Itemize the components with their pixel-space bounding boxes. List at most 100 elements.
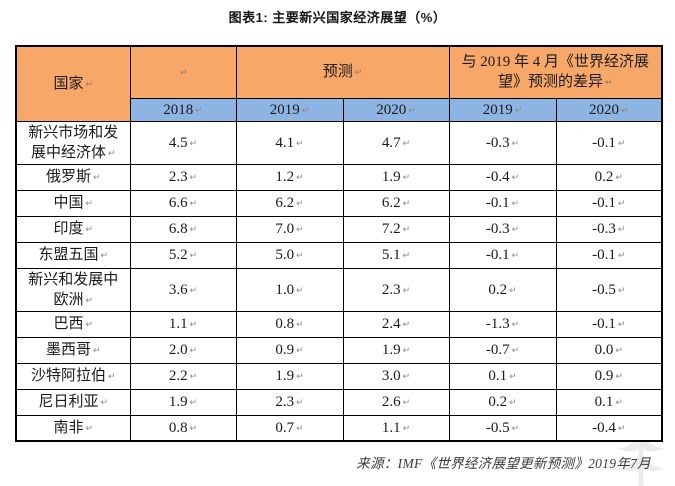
cell-end-mark: ↵ — [85, 224, 94, 234]
cell-end-mark: ↵ — [296, 172, 304, 182]
country-label: 俄罗斯 — [45, 169, 91, 185]
value-label: 3.0 — [381, 368, 401, 384]
cell-end-mark: ↵ — [615, 172, 623, 182]
value-label: 0.1 — [594, 394, 614, 410]
country-label: 东盟五国 — [38, 247, 99, 263]
cell-end-mark: ↵ — [107, 147, 116, 158]
country-label: 印度 — [53, 221, 84, 237]
cell-end-mark: ↵ — [354, 67, 363, 78]
value-cell: 1.2 ↵ — [235, 163, 344, 191]
value-label: 0.7 — [275, 419, 295, 436]
value-label: -1.3 — [485, 316, 510, 332]
cell-end-mark: ↵ — [402, 224, 411, 234]
cell-end-mark: ↵ — [189, 345, 198, 355]
value-label: 2.4 — [381, 316, 401, 332]
cell-end-mark: ↵ — [511, 250, 520, 260]
value-cell: 6.2 ↵ — [342, 189, 450, 217]
value-label: 4.1 — [275, 134, 295, 151]
cell-end-mark: ↵ — [402, 422, 411, 433]
value-label: 6.2 — [381, 195, 401, 211]
value-cell: 1.9 ↵ — [342, 336, 450, 364]
value-cell: 2.3 ↵ — [129, 163, 237, 191]
country-cell: 沙特阿拉伯 ↵ — [15, 362, 131, 390]
value-label: 1.9 — [381, 169, 401, 185]
header-country-label: 国家 — [53, 75, 84, 92]
value-cell: 6.2 ↵ — [235, 189, 344, 217]
cell-end-mark: ↵ — [615, 371, 623, 381]
value-cell: -0.1 ↵ — [448, 189, 557, 217]
table-row: 东盟五国 ↵ 5.2 ↵ 5.0 ↵ 5.1 ↵ -0.1 ↵ -0.1 ↵ — [15, 241, 663, 269]
cell-end-mark: ↵ — [617, 319, 626, 329]
table-row: 沙特阿拉伯 ↵ 2.2 ↵ 1.9 ↵ 3.0 ↵ 0.1 ↵ 0.9 ↵ — [15, 362, 663, 390]
value-label: 0.1 — [488, 368, 508, 384]
cell-end-mark: ↵ — [189, 319, 198, 329]
value-cell: 0.2 ↵ — [448, 267, 557, 312]
value-cell: 5.0 ↵ — [235, 241, 344, 269]
value-label: -0.3 — [485, 134, 510, 151]
cell-end-mark: ↵ — [511, 319, 520, 329]
year-label: 2020 — [588, 101, 619, 118]
cell-end-mark: ↵ — [402, 371, 411, 381]
header-year-2019-diff: 2019 ↵ — [448, 97, 557, 122]
cell-end-mark: ↵ — [100, 250, 109, 260]
value-label: -0.1 — [592, 247, 616, 263]
year-label: 2019 — [269, 101, 300, 118]
value-label: 0.2 — [488, 394, 508, 410]
cell-end-mark: ↵ — [617, 137, 626, 148]
value-cell: 0.9 ↵ — [555, 362, 663, 390]
country-cell: 新兴和发展中 欧洲 ↵ — [15, 267, 131, 312]
value-label: 1.2 — [275, 169, 295, 185]
header-diff-label: 与 2019 年 4 月《世界经济展 望》预测的差异 — [461, 54, 650, 91]
value-label: 4.5 — [168, 134, 188, 151]
value-label: 6.8 — [168, 221, 188, 237]
table-row: 新兴市场和发 展中经济体 ↵ 4.5 ↵ 4.1 ↵ 4.7 ↵ -0.3 ↵ -0.1 ↵ — [15, 120, 663, 165]
cell-end-mark: ↵ — [180, 67, 188, 78]
cell-end-mark: ↵ — [189, 422, 198, 433]
value-cell: 4.5 ↵ — [129, 120, 237, 165]
country-cell: 巴西 ↵ — [15, 310, 131, 338]
cell-end-mark: ↵ — [402, 284, 411, 295]
country-label: 南非 — [53, 419, 84, 436]
country-cell: 中国 ↵ — [15, 189, 131, 217]
cell-end-mark: ↵ — [296, 284, 304, 295]
header-year-2020-forecast: 2020 ↵ — [342, 97, 450, 122]
table-row: 中国 ↵ 6.6 ↵ 6.2 ↵ 6.2 ↵ -0.1 ↵ -0.1 ↵ — [15, 189, 663, 217]
table-row: 新兴和发展中 欧洲 ↵ 3.6 ↵ 1.0 ↵ 2.3 ↵ 0.2 ↵ -0.5 ↵ — [15, 267, 663, 312]
value-cell: 1.9 ↵ — [129, 388, 237, 416]
cell-end-mark: ↵ — [85, 78, 94, 89]
table-row: 俄罗斯 ↵ 2.3 ↵ 1.2 ↵ 1.9 ↵ -0.4 ↵ 0.2 ↵ — [15, 163, 663, 191]
value-label: 0.9 — [594, 368, 614, 384]
table-row: 印度 ↵ 6.8 ↵ 7.0 ↵ 7.2 ↵ -0.3 ↵ -0.3 ↵ — [15, 215, 663, 243]
value-cell: 0.7 ↵ — [235, 414, 344, 442]
value-cell: 1.1 ↵ — [342, 414, 450, 442]
value-label: -0.1 — [592, 316, 616, 332]
country-label: 墨西哥 — [45, 342, 91, 358]
cell-end-mark: ↵ — [189, 224, 198, 234]
value-label: -0.1 — [485, 195, 510, 211]
value-label: 0.8 — [168, 419, 188, 436]
value-cell: -0.1 ↵ — [448, 241, 557, 269]
value-cell: 0.1 ↵ — [448, 362, 557, 390]
country-cell: 俄罗斯 ↵ — [15, 163, 131, 191]
cell-end-mark: ↵ — [408, 104, 416, 115]
cell-end-mark: ↵ — [100, 397, 109, 407]
cell-end-mark: ↵ — [92, 345, 101, 355]
cell-end-mark: ↵ — [92, 172, 101, 182]
cell-end-mark: ↵ — [107, 371, 116, 381]
value-label: -0.1 — [485, 247, 510, 263]
year-label: 2018 — [163, 101, 194, 118]
value-label: 2.3 — [168, 169, 188, 185]
value-cell: -0.1 ↵ — [555, 120, 663, 165]
value-cell: -1.3 ↵ — [448, 310, 557, 338]
country-label: 中国 — [53, 195, 84, 211]
cell-end-mark: ↵ — [85, 422, 94, 433]
cell-end-mark: ↵ — [511, 224, 520, 234]
cell-end-mark: ↵ — [620, 104, 629, 115]
cell-end-mark: ↵ — [514, 104, 523, 115]
cell-end-mark: ↵ — [296, 397, 304, 407]
header-group-blank: ↵ — [129, 45, 237, 99]
country-cell: 南非 ↵ — [15, 414, 131, 442]
header-forecast-label: 预测 — [322, 64, 353, 81]
cell-end-mark: ↵ — [402, 198, 411, 208]
value-cell: 2.3 ↵ — [342, 267, 450, 312]
